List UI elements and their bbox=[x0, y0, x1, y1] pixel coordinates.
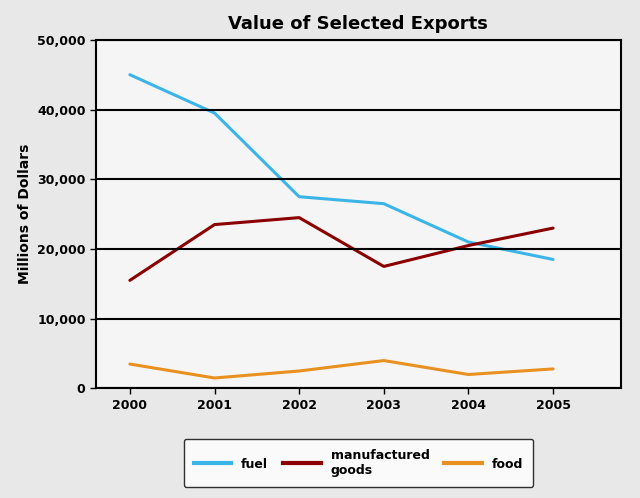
Title: Value of Selected Exports: Value of Selected Exports bbox=[228, 15, 488, 33]
Legend: fuel, manufactured
goods, food: fuel, manufactured goods, food bbox=[184, 439, 533, 487]
Y-axis label: Millions of Dollars: Millions of Dollars bbox=[17, 144, 31, 284]
